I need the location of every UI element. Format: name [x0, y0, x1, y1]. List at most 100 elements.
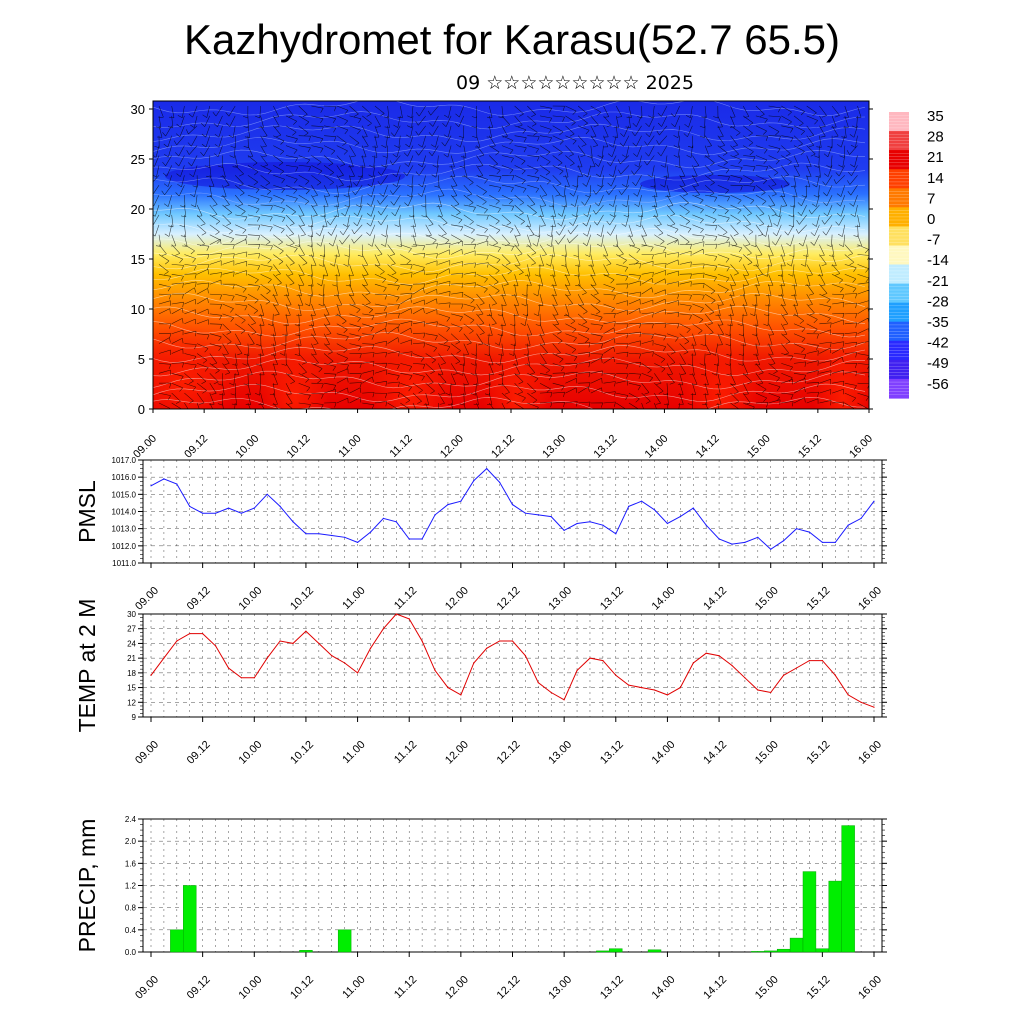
temperature-point	[395, 613, 397, 615]
temperature-point	[486, 647, 488, 649]
colorbar-swatch	[889, 112, 909, 132]
temperature-point	[460, 694, 462, 696]
x-tick-label: 14.12	[694, 433, 722, 461]
y-axis-label: PMSL	[74, 480, 100, 543]
temperature-point	[834, 674, 836, 676]
precip-bar	[170, 929, 184, 953]
pmsl-point	[473, 480, 475, 482]
colorbar-swatch	[889, 359, 909, 380]
y-tick-label: 21	[127, 654, 136, 663]
pmsl-point	[331, 534, 333, 537]
x-tick-label: 15.12	[796, 433, 824, 461]
x-tick-label: 10.00	[236, 739, 264, 767]
temperature-point	[344, 662, 346, 664]
colorbar-label: 21	[927, 149, 944, 166]
temperature-point	[692, 662, 694, 664]
precip-bar	[802, 871, 817, 953]
y-tick-label: 1013.0	[112, 525, 137, 534]
x-tick-label: 10.12	[288, 739, 316, 767]
pmsl-point	[486, 468, 488, 470]
temperature-point	[434, 669, 436, 672]
precip-bar	[828, 880, 842, 953]
y-tick-label: 0.8	[125, 904, 137, 913]
warm-pocket	[813, 337, 869, 409]
temperature-point	[873, 706, 875, 708]
x-tick-label: 10.12	[285, 433, 313, 461]
pmsl-point	[550, 516, 552, 518]
contour-line	[153, 383, 866, 403]
x-tick-label: 12.12	[495, 739, 523, 767]
pmsl-point	[305, 533, 307, 535]
temperature-point	[666, 694, 669, 696]
x-tick-label: 15.12	[805, 739, 833, 767]
x-tick-label: 14.00	[650, 974, 678, 1002]
pmsl-point	[589, 521, 591, 523]
pmsl-point	[202, 512, 204, 514]
pmsl-point	[718, 538, 720, 540]
pmsl-point	[176, 483, 178, 485]
temperature-point	[305, 630, 307, 632]
pmsl-point	[240, 512, 242, 514]
temperature-point	[202, 633, 204, 635]
x-tick-label: 15.00	[745, 433, 773, 461]
pmsl-point	[860, 517, 862, 520]
y-tick-label: 5	[138, 352, 145, 367]
x-tick-label: 14.00	[650, 739, 678, 767]
contour-line	[153, 240, 866, 260]
precip-bar	[647, 949, 662, 953]
x-tick-label: 09.12	[185, 739, 213, 767]
pmsl-point	[770, 548, 772, 550]
pmsl-point	[357, 541, 359, 544]
pmsl-point	[731, 543, 733, 545]
y-tick-label: 2.0	[125, 837, 137, 846]
x-tick-label: 15.12	[805, 585, 833, 613]
pmsl-point	[511, 504, 514, 506]
temperature-point	[421, 640, 423, 642]
x-tick-label: 12.12	[495, 974, 523, 1002]
x-tick-label: 12.00	[438, 433, 466, 461]
contour-line	[153, 305, 866, 325]
temperature-point	[227, 667, 230, 669]
temperature-point	[757, 689, 759, 691]
x-tick-label: 09.00	[133, 585, 161, 613]
contour-line	[153, 136, 866, 156]
temperature-point	[499, 640, 501, 642]
x-tick-label: 13.12	[598, 739, 626, 767]
temperature-point	[550, 691, 552, 694]
x-tick-label: 11.12	[387, 433, 414, 460]
temperature-point	[292, 642, 294, 645]
temperature-point	[860, 701, 862, 703]
warm-pocket	[153, 323, 235, 409]
x-tick-label: 14.12	[701, 739, 729, 767]
contour-line	[153, 370, 866, 390]
x-tick-label: 11.00	[340, 739, 367, 766]
contour-line	[153, 123, 866, 142]
colorbar-swatch	[889, 302, 909, 323]
pmsl-point	[847, 524, 849, 526]
colorbar-label: -14	[927, 252, 949, 269]
x-tick-label: 15.00	[753, 974, 781, 1002]
x-tick-label: 11.00	[340, 974, 367, 1001]
y-tick-label: 12	[127, 698, 136, 707]
pmsl-point	[628, 505, 630, 507]
page-title: Kazhydromet for Karasu(52.7 65.5)	[183, 16, 840, 63]
temperature-panel: 9 12 15 18 21 24 27 30 09.00 09.12 10.00 10.12 11.00…	[74, 599, 887, 767]
temperature-point	[808, 660, 811, 662]
contour-line	[153, 357, 866, 377]
x-tick-label: 16.00	[856, 739, 884, 767]
temperature-point	[847, 694, 849, 696]
warm-pocket	[260, 337, 330, 409]
colorbar-swatch	[889, 264, 909, 285]
pmsl-point	[834, 541, 836, 544]
colorbar-label: 35	[927, 108, 944, 125]
contour-line	[153, 344, 866, 364]
x-tick-label: 10.12	[288, 585, 316, 613]
colorbar-swatch	[889, 245, 909, 266]
temperature-point	[279, 640, 281, 642]
contour-line	[153, 331, 866, 351]
pmsl-point	[563, 529, 565, 532]
y-axis-label: TEMP at 2 M	[74, 599, 100, 733]
temperature-point	[718, 655, 720, 657]
